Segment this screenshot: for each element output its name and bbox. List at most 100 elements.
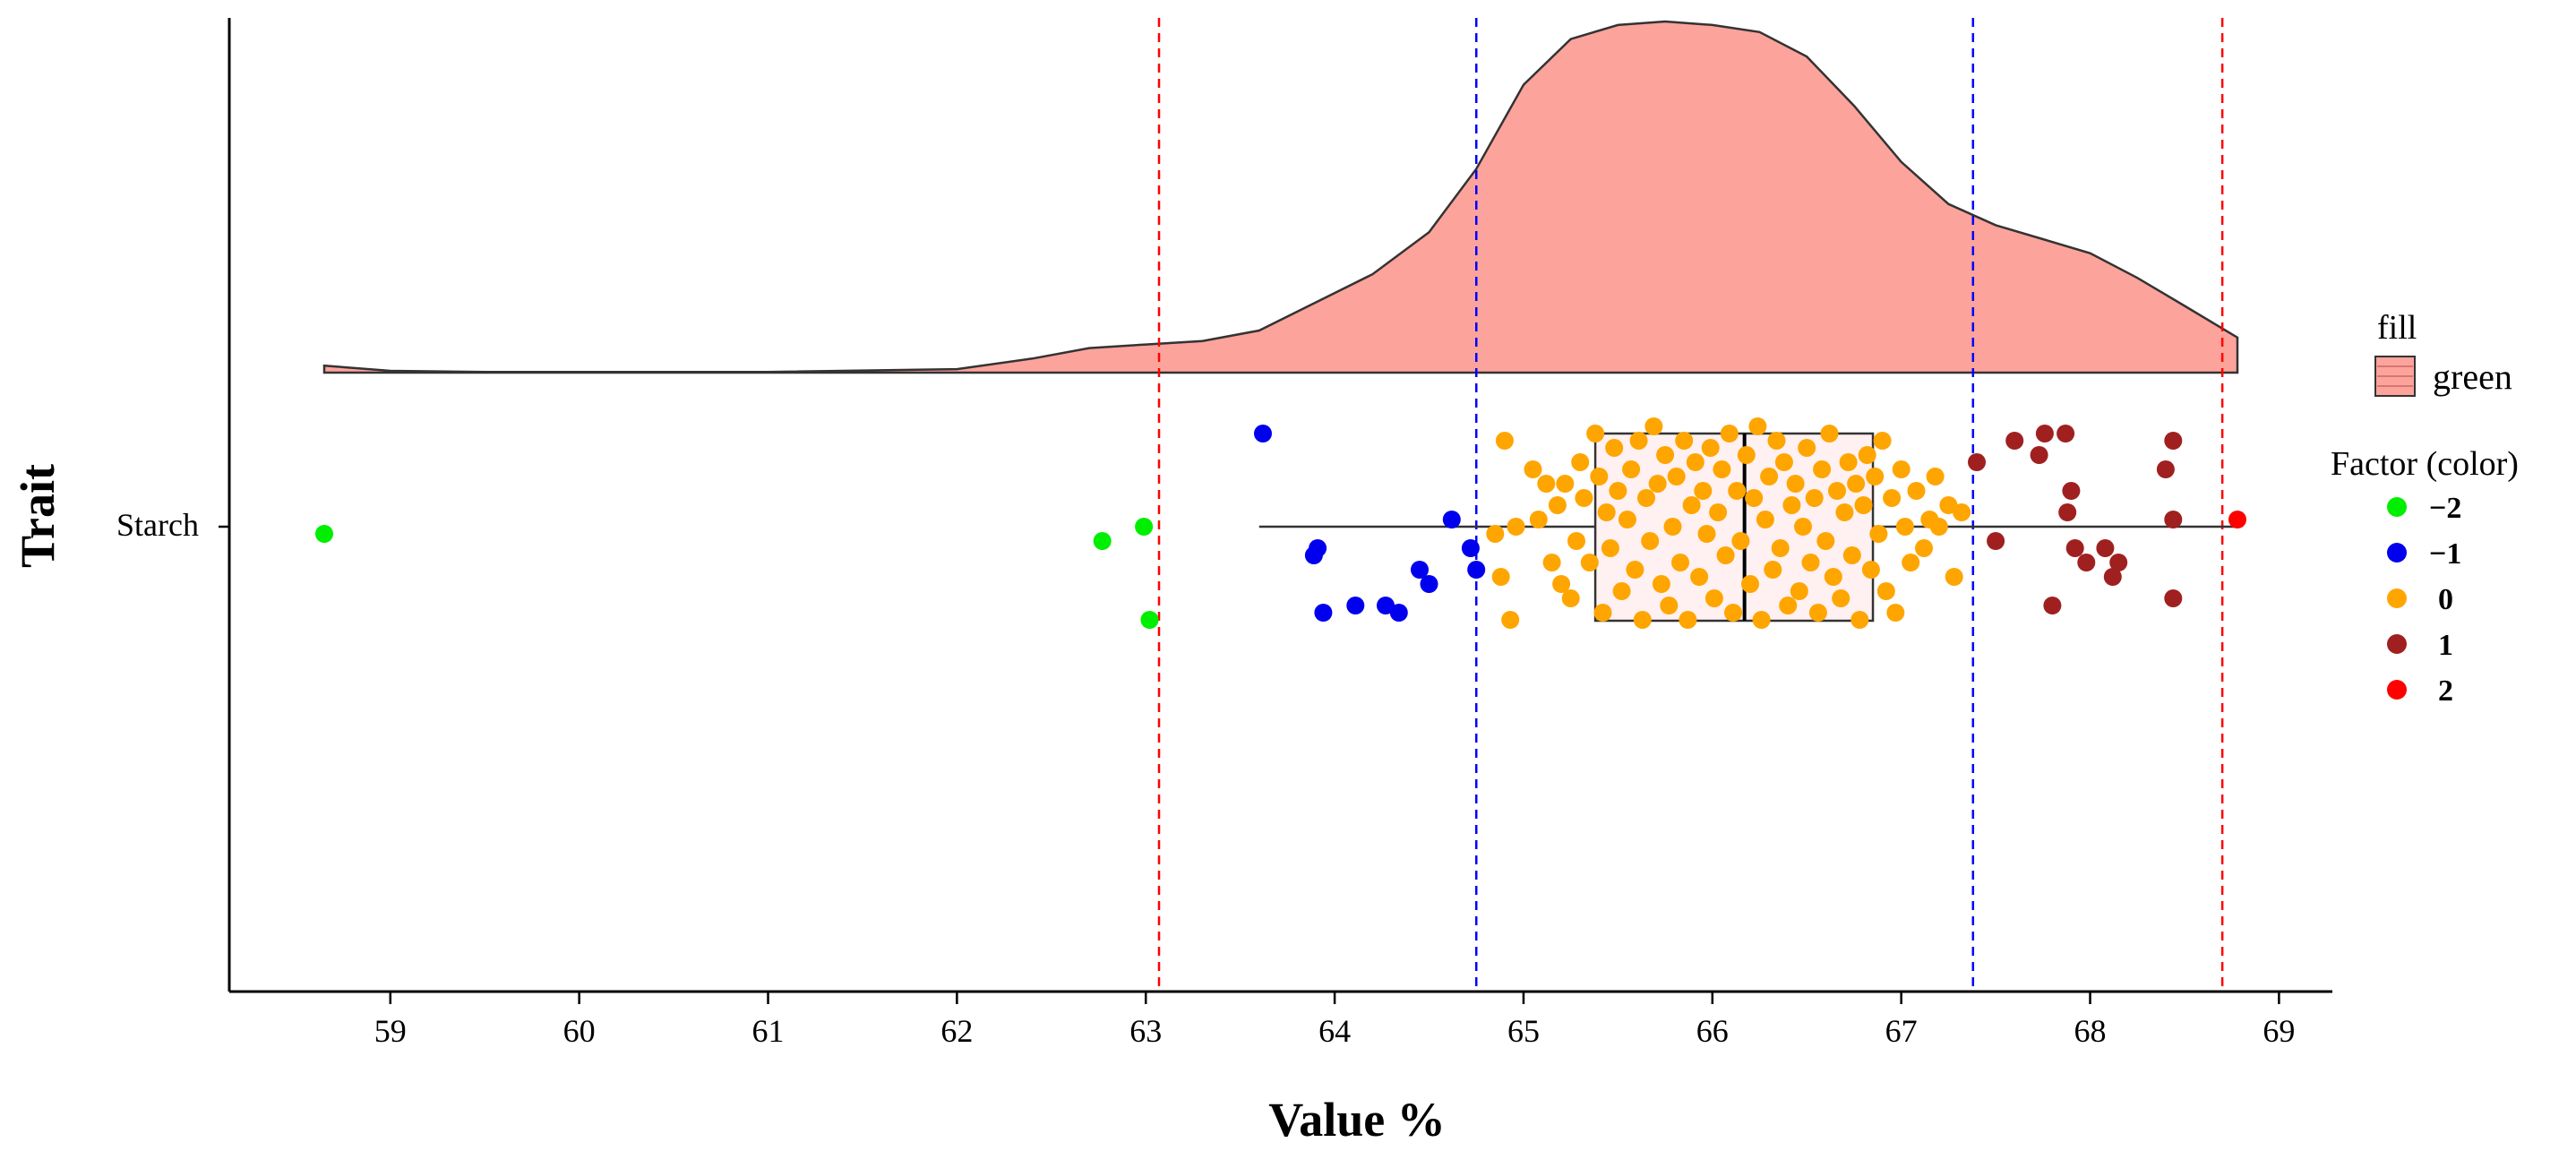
legend-color-label: 1 <box>2438 629 2453 662</box>
data-point <box>1813 460 1832 478</box>
data-point <box>1561 589 1580 607</box>
data-point <box>1907 482 1926 500</box>
data-point <box>1728 482 1747 500</box>
data-point <box>1828 482 1846 500</box>
data-point <box>1854 496 1873 514</box>
data-point <box>1892 460 1911 478</box>
data-point <box>1675 432 1694 450</box>
data-point <box>1794 518 1812 536</box>
data-point <box>1839 453 1858 471</box>
legend-fill-swatch-lines <box>2377 365 2413 387</box>
data-point <box>1590 468 1609 485</box>
data-point <box>1093 532 1112 550</box>
legend-color-marker <box>2387 634 2407 654</box>
data-point <box>1760 468 1779 485</box>
reference-lines <box>1157 18 2224 992</box>
data-point <box>1660 597 1679 614</box>
data-point <box>1816 532 1835 550</box>
legend-color-label: −1 <box>2429 537 2461 571</box>
data-point <box>2109 554 2128 571</box>
data-point <box>1883 489 1902 507</box>
x-tick-label: 65 <box>1507 1013 1540 1049</box>
data-point <box>1663 518 1682 536</box>
data-point <box>1491 568 1510 586</box>
data-point <box>1690 568 1709 586</box>
data-point <box>2164 511 2183 528</box>
data-point <box>1597 503 1616 521</box>
data-point <box>1798 439 1816 457</box>
data-point <box>1939 496 1958 514</box>
data-point <box>2035 425 2054 442</box>
data-point <box>1731 532 1750 550</box>
data-point <box>1556 475 1575 493</box>
data-point <box>1679 611 1697 629</box>
data-point <box>1752 611 1771 629</box>
data-point <box>1507 518 1525 536</box>
data-point <box>1377 597 1395 614</box>
data-point <box>1641 532 1660 550</box>
data-point <box>1548 496 1567 514</box>
legend-color-label: 0 <box>2438 583 2453 616</box>
data-point <box>1346 597 1365 614</box>
x-tick-label: 64 <box>1318 1013 1351 1049</box>
y-category-label: Starch <box>116 507 199 543</box>
data-point <box>1748 417 1767 435</box>
data-point <box>1987 532 2005 550</box>
data-points <box>315 417 2246 629</box>
data-point <box>1648 475 1667 493</box>
data-point <box>1745 489 1764 507</box>
data-point <box>2164 432 2183 450</box>
data-point <box>1720 425 1739 442</box>
x-axis-title: Value % <box>1268 1093 1446 1147</box>
data-point <box>1945 568 1963 586</box>
data-point <box>1866 468 1885 485</box>
data-point <box>1790 582 1808 600</box>
data-point <box>1618 511 1636 528</box>
data-point <box>1524 460 1542 478</box>
x-tick-label: 61 <box>752 1013 785 1049</box>
data-point <box>1411 561 1429 579</box>
data-point <box>2103 568 2122 586</box>
data-point <box>1786 475 1805 493</box>
data-point <box>1501 611 1520 629</box>
data-point <box>1724 604 1742 622</box>
data-point <box>1637 489 1655 507</box>
x-axis-ticks: 59 60 61 62 63 64 65 66 67 68 69 <box>374 992 2295 1049</box>
x-tick-label: 69 <box>2263 1013 2295 1049</box>
x-tick-label: 66 <box>1696 1013 1729 1049</box>
data-point <box>1552 575 1571 593</box>
data-point <box>1495 432 1514 450</box>
data-point <box>1529 511 1548 528</box>
data-point <box>1254 425 1272 442</box>
data-point <box>1542 554 1561 571</box>
data-point <box>1767 432 1786 450</box>
data-point <box>2096 539 2115 557</box>
data-point <box>1389 604 1408 622</box>
legend-fill: fill green <box>2374 309 2512 397</box>
data-point <box>1704 589 1723 607</box>
legend-color-marker <box>2387 543 2407 563</box>
data-point <box>1764 561 1782 579</box>
data-point <box>1609 482 1627 500</box>
data-point <box>1756 511 1774 528</box>
data-point <box>1580 554 1599 571</box>
legend-color: Factor (color) −2 −1 0 1 2 <box>2331 445 2519 708</box>
data-point <box>1953 503 1971 521</box>
data-point <box>1701 439 1720 457</box>
legend-fill-title: fill <box>2377 309 2417 347</box>
data-point <box>1737 446 1756 464</box>
data-point <box>1869 525 1888 543</box>
x-tick-label: 60 <box>563 1013 596 1049</box>
data-point <box>1774 453 1793 471</box>
legend-fill-label: green <box>2433 356 2512 397</box>
data-point <box>1850 611 1869 629</box>
data-point <box>1686 453 1704 471</box>
data-point <box>1586 425 1605 442</box>
data-point <box>1876 582 1895 600</box>
data-point <box>1805 489 1824 507</box>
legend-color-title: Factor (color) <box>2331 445 2519 483</box>
data-point <box>1420 575 1438 593</box>
data-point <box>1782 496 1801 514</box>
data-point <box>1486 525 1505 543</box>
data-point <box>1671 554 1689 571</box>
